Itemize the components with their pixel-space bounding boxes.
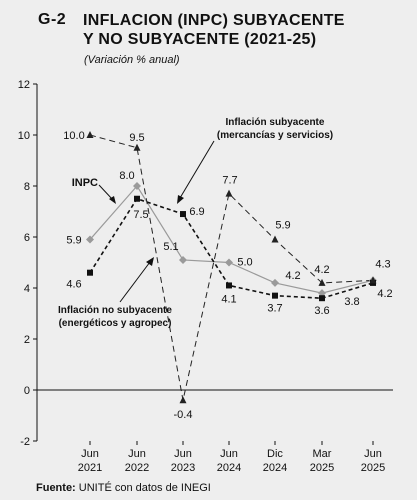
x-tick-label-month: Dic	[267, 448, 283, 460]
y-tick-label: 10	[18, 130, 30, 142]
inpc-marker	[86, 235, 94, 244]
inpc-annotation: INPC	[72, 177, 98, 189]
annotations: INPC Inflación subyacente (mercancías y se…	[58, 117, 333, 329]
subyacente-marker	[134, 195, 140, 202]
line-chart: -2 0 2 4 6 8 10 12 Jun 2021 Jun 2022 Jun 2023 Jun 2024 D…	[18, 79, 393, 474]
x-tick-label-year: 2025	[310, 462, 334, 474]
chart-subtitle: (Variación % anual)	[84, 54, 180, 66]
subyacente-marker	[272, 292, 278, 299]
data-label: 3.8	[344, 296, 359, 308]
y-tick-label: -2	[20, 436, 30, 448]
data-label: 4.3	[375, 258, 390, 270]
y-tick-label: 12	[18, 79, 30, 91]
no-subyacente-annotation-line2: (energéticos y agropec)	[59, 318, 172, 329]
inpc-marker	[318, 289, 326, 298]
y-tick-label: 0	[24, 385, 30, 397]
chart-axes: -2 0 2 4 6 8 10 12 Jun 2021 Jun 2022 Jun 2023 Jun 2024 D…	[18, 79, 393, 474]
x-tick-label-year: 2021	[78, 462, 102, 474]
data-label: 9.5	[129, 132, 144, 144]
x-tick-label-month: Jun	[128, 448, 146, 460]
x-tick-label-year: 2025	[361, 462, 385, 474]
no-subyacente-annotation-line	[119, 261, 151, 303]
series-markers	[86, 131, 377, 404]
data-label: 5.0	[237, 257, 252, 269]
figure-code: G-2	[38, 11, 67, 28]
subyacente-marker	[87, 269, 93, 276]
data-label: 5.9	[275, 220, 290, 232]
subyacente-annotation-line1: Inflación subyacente	[226, 117, 325, 128]
data-label: 8.0	[119, 170, 134, 182]
data-label: 4.6	[66, 279, 81, 291]
data-label: -0.4	[174, 409, 193, 421]
y-tick-label: 4	[24, 283, 30, 295]
no-subyacente-marker	[271, 235, 279, 243]
data-label: 7.7	[222, 175, 237, 187]
x-tick-label-month: Jun	[174, 448, 192, 460]
x-tick-label-month: Jun	[220, 448, 238, 460]
arrow-head-icon	[146, 257, 154, 266]
arrow-head-icon	[177, 195, 184, 204]
no-subyacente-marker	[133, 143, 141, 151]
x-tick-label-month: Jun	[364, 448, 382, 460]
chart-title-line-2: Y NO SUBYACENTE (2021-25)	[83, 31, 317, 48]
data-label: 3.7	[267, 303, 282, 315]
chart-header: G-2 INFLACION (INPC) SUBYACENTE Y NO SUB…	[0, 0, 417, 75]
chart-title: INFLACION (INPC) SUBYACENTE Y NO SUBYACE…	[83, 11, 403, 49]
data-label: 7.5	[133, 209, 148, 221]
no-subyacente-marker	[225, 189, 233, 197]
data-label: 3.6	[314, 305, 329, 317]
inpc-marker	[225, 258, 233, 267]
no-subyacente-marker	[318, 278, 326, 286]
source-text: UNITÉ con datos de INEGI	[75, 482, 211, 494]
y-tick-label: 2	[24, 334, 30, 346]
subyacente-annotation-line	[179, 140, 215, 199]
inpc-annotation-line	[98, 184, 114, 201]
data-label: 4.2	[285, 270, 300, 282]
arrow-head-icon	[109, 196, 116, 204]
x-tick-label-year: 2022	[125, 462, 149, 474]
subyacente-marker	[226, 282, 232, 289]
data-label: 4.1	[221, 293, 236, 305]
inpc-marker	[133, 182, 141, 190]
data-label: 4.2	[314, 264, 329, 276]
data-label: 4.2	[377, 288, 392, 300]
x-tick-label-year: 2024	[263, 462, 287, 474]
y-tick-label: 8	[24, 181, 30, 193]
subyacente-marker	[319, 295, 325, 302]
source-note: Fuente: UNITÉ con datos de INEGI	[36, 482, 211, 494]
data-labels: 5.9 8.0 5.1 5.0 4.2 3.8 4.3 4.6 7.5 6.9 4.1 3.7 3.6 4…	[63, 130, 392, 421]
source-label: Fuente:	[36, 482, 76, 494]
series-line-1	[89, 184, 374, 294]
x-tick-label-year: 2023	[171, 462, 195, 474]
x-tick-label-year: 2024	[217, 462, 241, 474]
x-tick-label-month: Mar	[313, 448, 332, 460]
x-tick-label-month: Jun	[81, 448, 99, 460]
subyacente-annotation-line2: (mercancías y servicios)	[217, 130, 333, 141]
no-subyacente-marker	[86, 131, 94, 138]
inpc-marker	[271, 278, 279, 287]
chart-title-line-1: INFLACION (INPC) SUBYACENTE	[83, 12, 345, 29]
data-label: 5.1	[163, 241, 178, 253]
data-label: 6.9	[189, 206, 204, 218]
inpc-marker	[179, 255, 187, 264]
data-label: 5.9	[66, 235, 81, 247]
no-subyacente-marker	[369, 276, 377, 284]
y-tick-label: 6	[24, 232, 30, 244]
data-label: 10.0	[63, 130, 84, 142]
no-subyacente-marker	[179, 396, 187, 404]
subyacente-marker	[180, 211, 186, 218]
no-subyacente-annotation-line1: Inflación no subyacente	[58, 305, 172, 316]
